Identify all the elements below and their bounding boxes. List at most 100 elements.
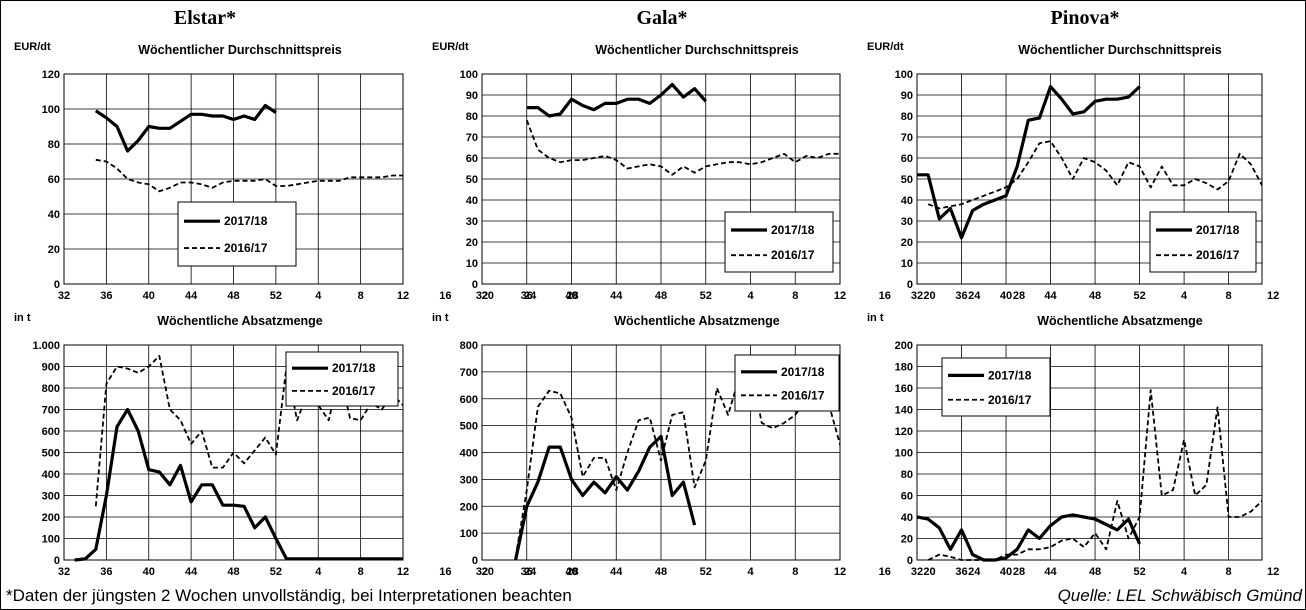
- legend-label: 2016/17: [781, 388, 825, 402]
- y-tick-label: 200: [42, 512, 60, 524]
- y-tick-label: 0: [907, 279, 913, 291]
- legend-box: [734, 354, 840, 412]
- x-tick-label: 20: [923, 566, 935, 578]
- legend-label: 2017/18: [224, 214, 268, 228]
- x-tick-label: 8: [1226, 566, 1232, 578]
- footnote: *Daten der jüngsten 2 Wochen unvollständ…: [6, 586, 572, 605]
- y-tick-label: 40: [466, 195, 478, 207]
- series-line-2017-18: [74, 407, 403, 562]
- legend-label: 2017/18: [1196, 223, 1240, 237]
- chart-subtitle: Wöchentlicher Durchschnittspreis: [138, 43, 342, 57]
- y-tick-label: 120: [895, 426, 913, 438]
- x-tick-label: 28: [566, 566, 578, 578]
- y-tick-label: 400: [42, 469, 60, 481]
- x-tick-label: 36: [100, 566, 112, 578]
- y-axis-unit: EUR/dt: [14, 41, 51, 53]
- x-tick-label: 48: [1089, 290, 1101, 302]
- x-tick-label: 28: [566, 290, 578, 302]
- legend-box: [941, 357, 1051, 417]
- x-tick-label: 12: [397, 290, 409, 302]
- chart-subtitle: Wöchentlicher Durchschnittspreis: [595, 43, 799, 57]
- y-tick-label: 700: [460, 367, 478, 379]
- series-line-2016-17: [525, 119, 840, 176]
- legend: 2017/18 2016/17: [941, 357, 1051, 417]
- y-tick-label: 800: [42, 383, 60, 395]
- chart-panel-1: Elstar* Wöchentlicher Durchschnittspreis E…: [14, 7, 579, 302]
- y-axis-unit: in t: [432, 312, 449, 324]
- x-tick-label: 8: [358, 566, 364, 578]
- y-tick-label: 30: [901, 216, 913, 228]
- x-tick-label: 52: [1133, 290, 1145, 302]
- x-tick-label: 24: [524, 290, 537, 302]
- y-tick-label: 10: [466, 258, 478, 270]
- legend-box: [177, 201, 297, 267]
- y-axis-unit: EUR/dt: [867, 41, 904, 53]
- x-tick-label: 52: [270, 566, 282, 578]
- y-tick-label: 100: [895, 448, 913, 460]
- y-tick-label: 400: [460, 448, 478, 460]
- x-tick-label: 4: [747, 566, 754, 578]
- x-tick-label: 48: [227, 290, 239, 302]
- x-tick-label: 4: [1181, 566, 1188, 578]
- y-tick-label: 70: [466, 132, 478, 144]
- y-tick-label: 60: [466, 153, 478, 165]
- y-tick-label: 100: [895, 69, 913, 81]
- x-tick-label: 44: [610, 566, 623, 578]
- y-tick-label: 20: [901, 237, 913, 249]
- x-tick-label: 20: [923, 290, 935, 302]
- y-tick-label: 900: [42, 362, 60, 374]
- x-tick-label: 4: [1181, 290, 1188, 302]
- series-line-2017-18: [917, 85, 1141, 240]
- y-tick-label: 80: [48, 139, 60, 151]
- x-tick-label: 20: [482, 290, 494, 302]
- y-tick-label: 80: [901, 111, 913, 123]
- y-tick-label: 100: [460, 528, 478, 540]
- x-tick-label: 32: [476, 290, 488, 302]
- y-tick-label: 20: [48, 244, 60, 256]
- figure-canvas: Elstar* Wöchentlicher Durchschnittspreis E…: [14, 7, 1279, 578]
- chart-title: Pinova*: [1051, 7, 1120, 29]
- x-tick-label: 16: [439, 290, 451, 302]
- y-axis-unit: EUR/dt: [432, 41, 469, 53]
- y-tick-label: 60: [901, 153, 913, 165]
- legend-label: 2016/17: [1196, 248, 1240, 262]
- y-tick-label: 60: [901, 491, 913, 503]
- x-tick-label: 4: [315, 566, 322, 578]
- x-tick-label: 24: [524, 566, 537, 578]
- legend: 2017/18 2016/17: [1149, 211, 1257, 273]
- series-line-2017-18: [526, 82, 707, 118]
- chart-panel-3: Pinova* Wöchentlicher Durchschnittspreis E…: [867, 7, 1279, 302]
- series-line-2016-17: [927, 389, 1262, 561]
- y-tick-label: 30: [466, 216, 478, 228]
- legend-label: 2016/17: [332, 384, 376, 398]
- y-tick-label: 40: [901, 195, 913, 207]
- source-note: Quelle: LEL Schwäbisch Gmünd: [1057, 586, 1302, 605]
- y-tick-label: 700: [42, 405, 60, 417]
- x-tick-label: 8: [792, 290, 798, 302]
- x-tick-label: 48: [1089, 566, 1101, 578]
- x-tick-label: 8: [1226, 290, 1232, 302]
- y-tick-label: 600: [42, 426, 60, 438]
- y-tick-label: 100: [460, 69, 478, 81]
- y-tick-label: 200: [895, 340, 913, 352]
- x-tick-label: 32: [476, 566, 488, 578]
- legend: 2017/18 2016/17: [177, 201, 297, 267]
- series-line-2017-18: [917, 513, 1142, 562]
- x-tick-label: 12: [1267, 566, 1279, 578]
- chart-subtitle: Wöchentliche Absatzmenge: [1037, 314, 1203, 328]
- chart-subtitle: Wöchentliche Absatzmenge: [614, 314, 780, 328]
- chart-panel-2: Gala* Wöchentlicher Durchschnittspreis EUR…: [432, 7, 1025, 302]
- x-tick-label: 32: [58, 566, 70, 578]
- y-tick-label: 0: [907, 555, 913, 567]
- x-tick-label: 32: [58, 290, 70, 302]
- x-tick-label: 12: [834, 566, 846, 578]
- series-line-2017-18: [94, 103, 277, 153]
- chart-title: Elstar*: [174, 7, 236, 29]
- x-tick-label: 16: [879, 290, 891, 302]
- x-tick-label: 52: [270, 290, 282, 302]
- x-tick-label: 40: [143, 290, 155, 302]
- x-tick-label: 48: [655, 290, 667, 302]
- x-tick-label: 32: [911, 566, 923, 578]
